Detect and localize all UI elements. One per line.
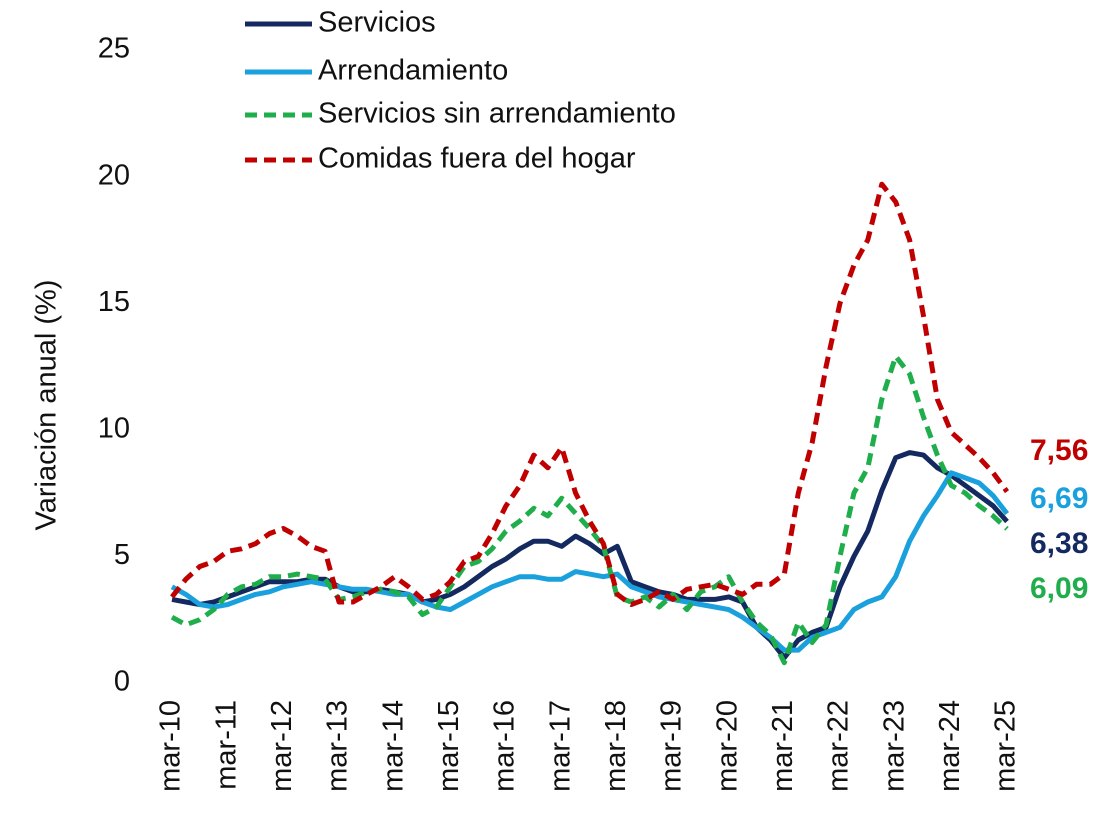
series-line [170, 181, 1010, 607]
end-label: 6,69 [1030, 482, 1088, 515]
series-line [171, 450, 1009, 661]
x-tick-label: mar-16 [489, 700, 521, 792]
x-tick-label: mar-25 [990, 700, 1022, 792]
x-tick-label: mar-10 [155, 700, 187, 792]
y-tick-label: 0 [114, 666, 130, 698]
x-tick-label: mar-13 [322, 700, 354, 792]
y-tick-label: 25 [98, 33, 130, 65]
end-label: 6,09 [1030, 572, 1088, 605]
x-tick-label: mar-22 [823, 700, 855, 792]
y-tick-label: 5 [114, 539, 130, 571]
x-tick-label: mar-14 [377, 700, 409, 792]
x-tick-label: mar-24 [934, 700, 966, 792]
y-tick-label: 10 [98, 412, 130, 444]
legend-label: Servicios sin arrendamiento [318, 98, 676, 130]
x-tick-label: mar-18 [600, 700, 632, 792]
y-tick-label: 15 [98, 286, 130, 318]
legend-label: Arrendamiento [318, 55, 508, 87]
legend-label: Servicios [318, 7, 436, 39]
series-line [170, 353, 1009, 666]
x-tick-label: mar-20 [711, 700, 743, 792]
end-label: 6,38 [1030, 527, 1088, 560]
x-tick-label: mar-17 [544, 700, 576, 792]
x-tick-label: mar-11 [210, 700, 242, 790]
legend-label: Comidas fuera del hogar [318, 143, 636, 175]
x-tick-label: mar-15 [433, 700, 465, 792]
x-tick-label: mar-12 [266, 700, 298, 792]
y-tick-label: 20 [98, 159, 130, 191]
y-axis-title: Variación anual (%) [31, 280, 63, 531]
series-line [170, 470, 1009, 653]
x-tick-label: mar-21 [767, 700, 799, 792]
end-label: 7,56 [1030, 434, 1088, 467]
x-tick-label: mar-19 [656, 700, 688, 792]
x-tick-label: mar-23 [878, 700, 910, 792]
